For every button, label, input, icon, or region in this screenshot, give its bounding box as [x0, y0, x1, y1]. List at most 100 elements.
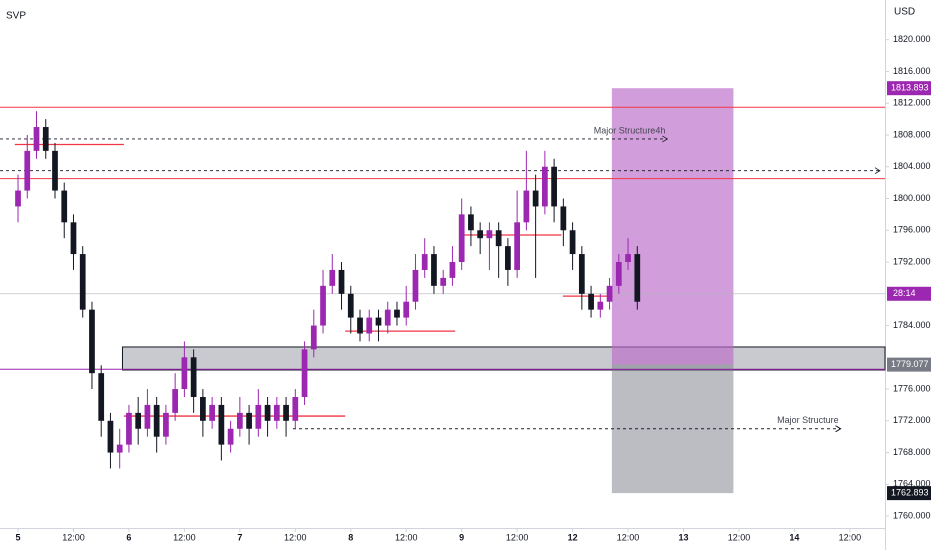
price-label-bg: [887, 357, 931, 372]
ray-arrow: [874, 167, 881, 175]
candle-body: [283, 404, 289, 421]
x-tick-label: 12:00: [62, 532, 85, 542]
x-tick-label: 12:00: [617, 532, 640, 542]
candle-body: [366, 317, 373, 334]
candle-body: [153, 404, 160, 437]
ray-arrow: [835, 425, 842, 433]
candle-body: [264, 404, 271, 421]
y-tick-label: 1768.000: [893, 447, 931, 457]
candle-body: [33, 127, 40, 151]
candle-body: [98, 373, 105, 421]
candle-body: [209, 404, 215, 421]
ray-label: Major Structure: [777, 415, 839, 425]
candle-body: [477, 230, 484, 239]
candle-body: [597, 301, 604, 310]
candle-body: [541, 166, 548, 207]
candle-body: [246, 412, 252, 429]
candle-body: [375, 317, 382, 326]
candle-body: [227, 428, 234, 445]
axis-unit: USD: [894, 7, 915, 18]
y-tick-label: 1764.000: [893, 479, 931, 489]
candle-body: [52, 150, 58, 191]
candle-body: [200, 396, 206, 421]
candle-body: [126, 412, 132, 445]
y-tick-label: 1820.000: [893, 34, 931, 44]
candle-body: [301, 349, 308, 397]
candle-body: [384, 309, 391, 326]
candle-body: [468, 214, 474, 231]
x-tick-label: 14: [789, 532, 799, 542]
x-tick-label: 12:00: [506, 532, 529, 542]
candle-body: [560, 206, 567, 231]
supply-zone: [121, 346, 886, 371]
candle-body: [89, 309, 95, 374]
candle-body: [486, 230, 493, 239]
y-tick-label: 1760.000: [893, 510, 931, 520]
candle-body: [449, 262, 456, 278]
candle-body: [615, 262, 622, 286]
candle-body: [116, 444, 123, 453]
x-tick-label: 13: [678, 532, 688, 542]
candle-body: [412, 269, 419, 302]
candle-body: [569, 230, 576, 255]
ray-label: Major Structure4h: [594, 125, 666, 135]
x-tick-label: 12:00: [395, 532, 418, 542]
candle-body: [172, 389, 179, 413]
candle-body: [532, 190, 539, 207]
target-area: [611, 88, 734, 365]
candle-body: [273, 404, 280, 421]
x-tick-label: 6: [126, 532, 131, 542]
countdown-label: 28:14: [893, 288, 916, 298]
candle-body: [421, 254, 428, 270]
y-tick-label: 1796.000: [893, 225, 931, 235]
candle-body: [357, 317, 363, 334]
candle-body: [431, 254, 437, 286]
candle-body: [107, 420, 114, 453]
candle-body: [310, 325, 317, 350]
candle-body: [320, 285, 326, 326]
candle-body: [190, 357, 197, 397]
candle-body: [505, 246, 511, 270]
candle-body: [495, 230, 502, 247]
candle-body: [329, 269, 336, 286]
candle-body: [236, 412, 243, 429]
x-tick-label: 9: [459, 532, 464, 542]
candle-body: [42, 127, 49, 151]
candle-body: [440, 277, 447, 286]
x-tick-label: 12: [568, 532, 578, 542]
candle-body: [70, 222, 77, 255]
candle-body: [625, 254, 631, 263]
ray-arrow: [662, 135, 669, 143]
x-tick-label: 12:00: [173, 532, 196, 542]
y-tick-label: 1816.000: [893, 66, 931, 76]
price-label-bg: [887, 81, 931, 96]
candle-body: [181, 357, 188, 390]
candle-body: [347, 293, 354, 318]
candle-body: [15, 190, 21, 207]
y-tick-label: 1792.000: [893, 256, 931, 266]
candle-body: [144, 404, 151, 429]
candle-body: [292, 396, 299, 421]
candle-body: [458, 214, 465, 263]
x-tick-label: 12:00: [839, 532, 862, 542]
y-tick-label: 1800.000: [893, 193, 931, 203]
price-label: 1762.893: [891, 487, 929, 497]
price-label: 1813.893: [891, 83, 929, 93]
x-tick-label: 12:00: [728, 532, 751, 542]
x-tick-label: 5: [16, 532, 21, 542]
candle-body: [394, 309, 400, 318]
y-tick-label: 1812.000: [893, 98, 931, 108]
y-tick-label: 1784.000: [893, 320, 931, 330]
y-tick-label: 1772.000: [893, 415, 931, 425]
candle-body: [218, 404, 225, 445]
y-tick-label: 1776.000: [893, 383, 931, 393]
price-label: 1779.077: [891, 359, 929, 369]
x-tick-label: 8: [348, 532, 353, 542]
candle-body: [551, 166, 557, 207]
x-tick-label: 7: [237, 532, 242, 542]
candle-body: [255, 404, 262, 429]
x-tick-label: 12:00: [284, 532, 307, 542]
candle-body: [606, 285, 613, 302]
